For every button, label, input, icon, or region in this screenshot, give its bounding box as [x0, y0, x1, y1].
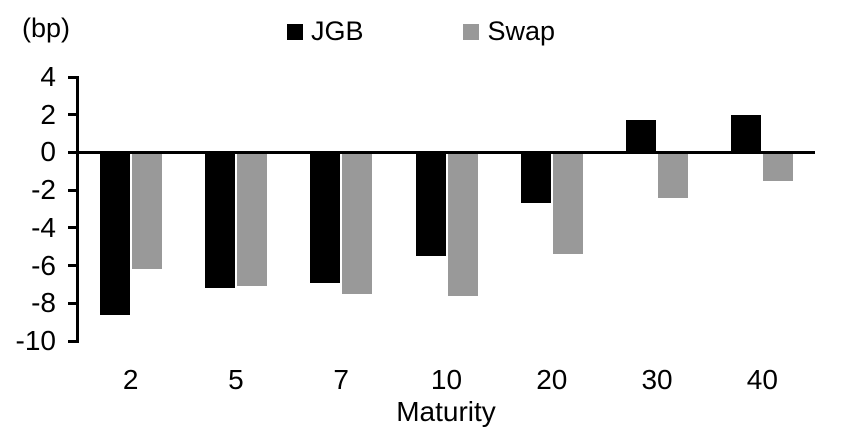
y-tick-label: -10 [15, 325, 56, 356]
bar-jgb-5 [204, 152, 235, 289]
bar-swap-40 [763, 152, 794, 181]
y-tick-label: 2 [40, 98, 56, 130]
y-tick-label: 0 [40, 136, 56, 168]
swap-series-swatch-icon [463, 23, 480, 40]
bar-swap-5 [236, 152, 267, 287]
y-tick-label: 4 [40, 61, 56, 92]
x-category-label: 30 [641, 364, 673, 395]
jgb-series-swatch-icon [286, 23, 303, 40]
x-axis-title: Maturity [396, 396, 496, 427]
bar-jgb-7 [310, 152, 341, 283]
y-axis-tick [68, 301, 77, 305]
bar-swap-30 [658, 152, 689, 198]
x-category-label: 20 [536, 364, 568, 395]
y-axis-tick [68, 264, 77, 268]
y-axis-tick [68, 150, 77, 154]
jgb-legend-label: JGB [310, 16, 364, 46]
y-axis-unit-label: (bp) [22, 13, 71, 43]
bar-jgb-40 [731, 114, 762, 153]
bar-swap-2 [131, 152, 162, 270]
y-tick-label: -2 [31, 174, 56, 206]
legend-item-jgb: JGB [286, 16, 364, 47]
y-tick-label: -6 [31, 249, 56, 281]
y-axis-line [76, 75, 79, 343]
bar-swap-20 [552, 152, 583, 255]
x-category-label: 7 [333, 364, 349, 395]
x-category-label: 2 [122, 364, 139, 395]
y-axis-tick [68, 339, 77, 343]
bar-jgb-2 [99, 152, 130, 315]
bar-swap-7 [342, 152, 373, 294]
y-axis-tick [68, 75, 77, 79]
x-axis-zero-line [76, 150, 815, 154]
x-category-label: 10 [430, 364, 463, 395]
swap-legend-label: Swap [487, 16, 556, 46]
bar-jgb-30 [626, 120, 657, 153]
y-tick-label: -8 [31, 287, 56, 319]
y-axis-tick [68, 113, 77, 117]
x-category-label: 5 [228, 364, 244, 395]
bar-jgb-20 [520, 152, 551, 204]
legend-item-swap: Swap [463, 16, 555, 47]
y-tick-label: -4 [31, 211, 56, 243]
y-axis-tick [68, 226, 77, 230]
bar-jgb-10 [415, 152, 446, 257]
x-category-label: 40 [746, 364, 778, 395]
y-axis-tick [68, 188, 77, 192]
legend: JGB Swap [0, 16, 842, 47]
bar-swap-10 [447, 152, 478, 296]
